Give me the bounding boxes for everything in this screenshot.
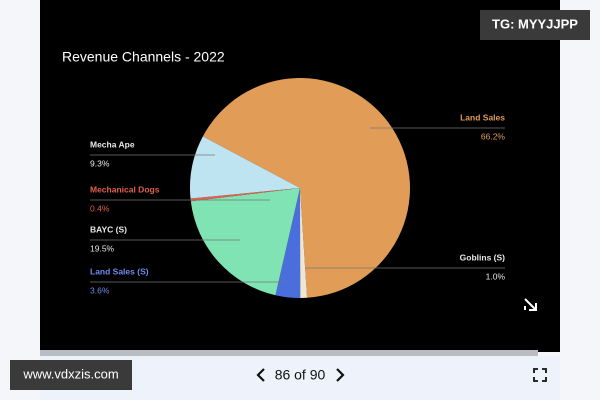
watermark-box — [480, 10, 590, 40]
value-label: 3.6% — [90, 285, 110, 295]
pie-slice — [202, 77, 410, 298]
collapse-button[interactable] — [524, 298, 537, 311]
chart-title: Revenue Channels - 2022 — [62, 49, 225, 65]
pie-slice — [189, 136, 300, 199]
next-button[interactable] — [336, 368, 345, 382]
watermark: TG: MYYJJPP — [492, 16, 578, 31]
prev-button[interactable] — [256, 368, 265, 382]
value-label: 19.5% — [90, 243, 115, 253]
slice-label: Land Sales — [460, 112, 505, 122]
slice-label: Mecha Ape — [90, 139, 135, 149]
slice-label: Mechanical Dogs — [90, 184, 160, 194]
value-label: 66.2% — [481, 131, 506, 141]
fullscreen-button[interactable] — [533, 368, 547, 382]
pie-slice — [190, 188, 300, 202]
scrollbar — [40, 350, 538, 356]
watermark: www.vdxzis.com — [22, 366, 118, 381]
value-label: 9.3% — [90, 158, 110, 168]
slice-label: Land Sales (S) — [90, 266, 149, 276]
slice-label: Goblins (S) — [460, 252, 506, 262]
slice-label: BAYC (S) — [90, 224, 127, 234]
watermark-box — [10, 360, 132, 390]
pie-slice — [300, 188, 308, 298]
value-label: 1.0% — [486, 271, 506, 281]
value-label: 0.4% — [90, 203, 110, 213]
pie-slice — [190, 188, 300, 296]
pie-slice — [275, 188, 301, 298]
pager: 86 of 90 — [275, 367, 326, 383]
pie — [189, 77, 410, 298]
